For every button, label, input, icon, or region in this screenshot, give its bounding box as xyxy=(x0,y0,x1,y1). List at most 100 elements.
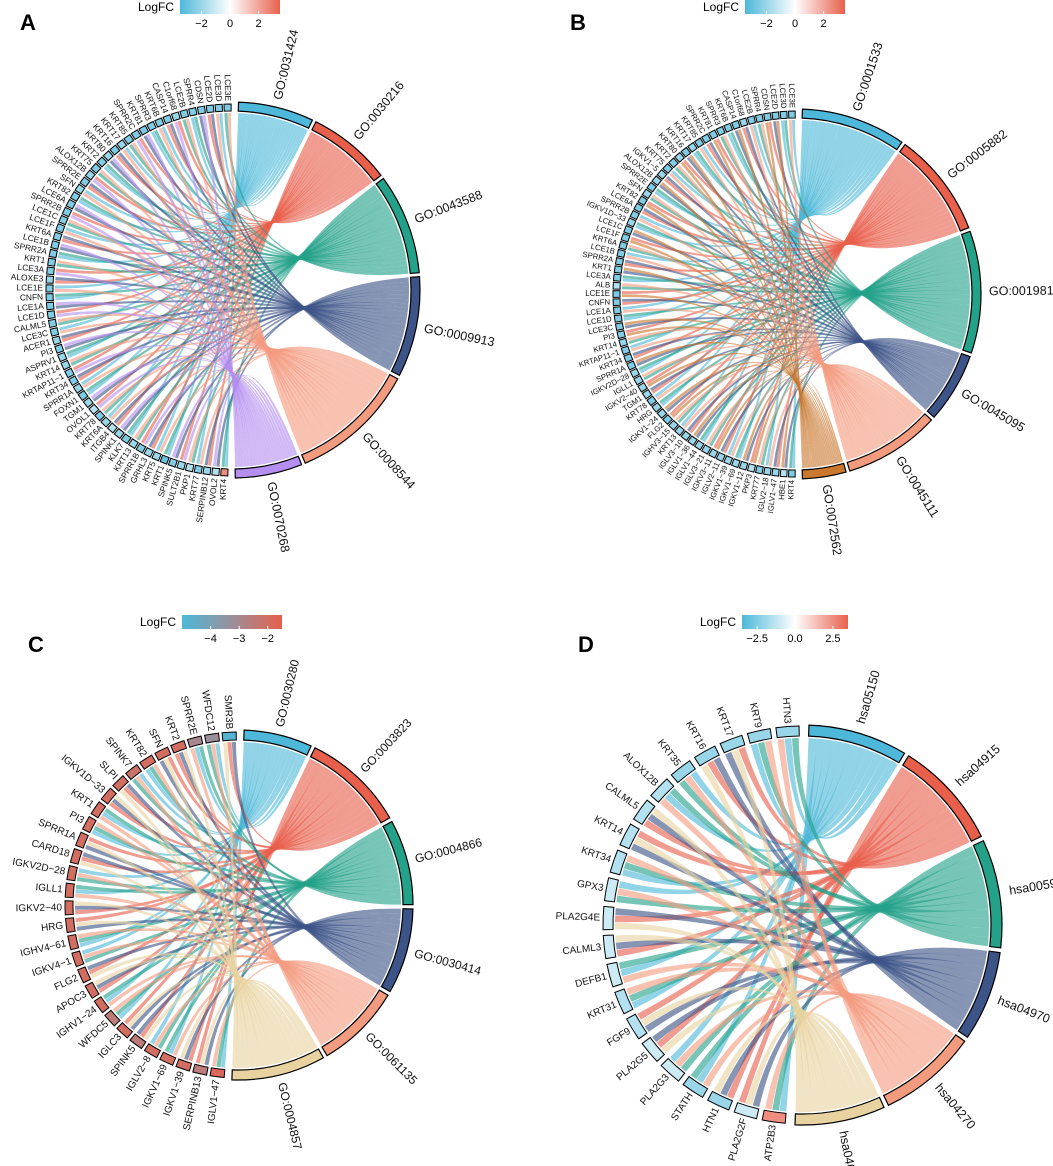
chord-ribbon xyxy=(776,120,804,468)
gene-label: KRT9 xyxy=(747,702,763,730)
gene-label: IGKV2D−28 xyxy=(11,857,66,878)
chord-ribbon xyxy=(784,120,963,350)
legend-tick-label: −2 xyxy=(195,18,208,30)
chord-ribbon xyxy=(683,359,913,429)
chord-ribbon xyxy=(702,140,882,220)
term-label-go-0031424: GO:0031424 xyxy=(271,28,302,101)
gene-arc xyxy=(613,265,623,274)
gene-arc xyxy=(733,1102,760,1120)
chord-ribbon xyxy=(105,163,405,261)
chord-ribbon xyxy=(124,768,332,1025)
legend-title: LogFC xyxy=(703,0,739,14)
gene-arc xyxy=(687,435,698,447)
gene-arc xyxy=(754,465,764,475)
gene-arc xyxy=(146,120,157,132)
gene-arc xyxy=(700,444,712,455)
chord-ribbon xyxy=(231,742,383,986)
chord-ribbon xyxy=(675,989,944,1067)
gene-arc xyxy=(49,327,60,337)
ribbon-group xyxy=(55,113,409,467)
legend: LogFC −2.5 0.0 2.5 xyxy=(700,615,848,645)
gene-label: PLA2G5 xyxy=(615,1050,651,1083)
chord-ribbon xyxy=(622,286,970,295)
gene-arc xyxy=(609,849,628,876)
chord-ribbon xyxy=(647,813,970,1016)
chord-ribbon xyxy=(196,113,245,464)
legend-colorbar xyxy=(180,0,280,14)
panel-d: hsa05150 hsa04915 hsa00590 hsa04970 hsa04270… xyxy=(555,615,1053,1166)
gene-label: KRT14 xyxy=(592,814,625,838)
gene-label: SPRR2E xyxy=(178,695,199,737)
legend-tick-label: −2 xyxy=(261,633,274,645)
term-label-go-0005882: GO:0005882 xyxy=(945,127,1010,182)
gene-label: STATH xyxy=(669,1091,695,1123)
gene-label: LCE3E xyxy=(787,83,797,108)
gene-arc xyxy=(96,156,108,168)
gene-arc xyxy=(120,433,132,445)
legend-tick-label: −3 xyxy=(233,633,246,645)
term-arc-go-0005882 xyxy=(898,143,970,232)
gene-arc xyxy=(754,113,764,123)
term-arc-go-0030280 xyxy=(243,729,312,756)
gene-arc xyxy=(650,778,675,803)
gene-arc xyxy=(633,202,644,213)
chord-ribbon xyxy=(690,752,883,846)
gene-label: LCE3E xyxy=(223,74,234,101)
term-label-go-0019814: GO:0019814 xyxy=(989,284,1053,299)
gene-arc xyxy=(723,122,734,133)
gene-label: KRT1 xyxy=(68,787,96,811)
gene-label: PKP1 xyxy=(178,472,193,495)
gene-arc xyxy=(623,225,634,235)
gene-arc xyxy=(170,740,188,754)
gene-label: IGLV1−47 xyxy=(206,1079,222,1125)
legend-tick-label: −2 xyxy=(760,18,773,30)
chord-ribbon xyxy=(55,276,406,330)
chord-ribbon xyxy=(140,764,327,1038)
gene-arc xyxy=(603,877,620,903)
chord-ribbon xyxy=(745,1012,879,1106)
legend-tick-label: 2 xyxy=(256,18,262,30)
chord-ribbon xyxy=(781,379,844,468)
gene-label: LCE3A xyxy=(586,270,612,281)
gene-label: ATP2B3 xyxy=(763,1124,779,1162)
gene-label: CNFN xyxy=(588,298,610,308)
gene-arc xyxy=(637,382,649,393)
chord-ribbon xyxy=(760,123,855,460)
chord-ribbon xyxy=(615,908,977,1001)
chord-ribbon xyxy=(784,738,898,839)
gene-arc xyxy=(763,466,772,476)
gene-label: HBE1 xyxy=(777,479,787,500)
gene-arc xyxy=(84,981,100,999)
term-arc-go-0043588 xyxy=(375,177,420,275)
gene-arc xyxy=(106,422,119,434)
chord-ribbon xyxy=(726,772,919,1099)
term-label-go-0045111: GO:0045111 xyxy=(893,454,942,521)
gene-arc xyxy=(143,446,155,458)
gene-arc xyxy=(730,119,741,130)
legend-colorbar xyxy=(742,615,848,629)
gene-label: KRT35 xyxy=(655,737,683,769)
gene-arc xyxy=(680,430,692,442)
chord-ribbon xyxy=(753,378,842,464)
gene-arc xyxy=(193,464,203,475)
gene-arc xyxy=(612,306,622,315)
gene-arc xyxy=(71,950,85,968)
gene-arc xyxy=(129,1033,147,1050)
gene-arc xyxy=(614,988,634,1015)
gene-arc xyxy=(72,382,84,394)
term-arc-go-0019814 xyxy=(960,230,982,354)
chord-ribbon xyxy=(635,341,830,466)
chord-ribbon xyxy=(628,279,970,344)
chord-ribbon xyxy=(731,749,805,1112)
gene-arc xyxy=(187,107,198,117)
chord-ribbon xyxy=(789,235,962,468)
gene-label: LCE2D xyxy=(202,75,215,103)
gene-arc xyxy=(674,151,686,163)
chord-ribbon xyxy=(713,1009,871,1102)
gene-arc xyxy=(170,111,181,122)
gene-label: HTN1 xyxy=(701,1105,722,1134)
gene-arc xyxy=(662,414,674,425)
chord-ribbon xyxy=(765,120,811,466)
gene-arc xyxy=(771,467,780,477)
gene-label: FLG2 xyxy=(53,973,81,994)
